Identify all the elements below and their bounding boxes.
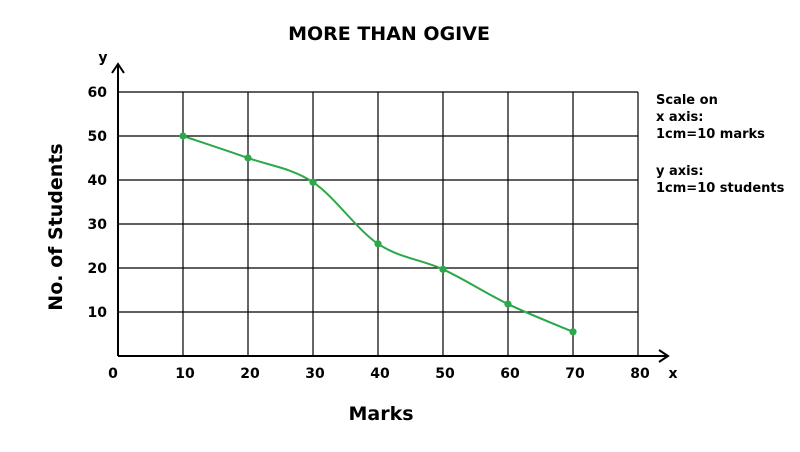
- scale-note: Scale on x axis: 1cm=10 marks y axis: 1c…: [656, 93, 785, 196]
- y-axis-title: No. of Students: [45, 143, 67, 310]
- y-tick-label: 40: [88, 173, 108, 189]
- scale-note-line: y axis:: [656, 164, 704, 179]
- y-tick-label: 20: [88, 261, 108, 277]
- tick-labels: 10 20 30 40 50 60 70 80 10 20 30 40 50 60: [88, 85, 650, 382]
- scale-note-line: Scale on: [656, 93, 718, 108]
- x-tick-label: 40: [370, 366, 390, 382]
- scale-note-line: 1cm=10 marks: [656, 127, 765, 142]
- x-tick-label: 10: [175, 366, 195, 382]
- x-tick-label: 70: [565, 366, 585, 382]
- y-tick-label: 30: [88, 217, 108, 233]
- origin-label: 0: [108, 366, 118, 382]
- grid: [118, 91, 639, 356]
- y-tick-label: 60: [88, 85, 108, 101]
- chart-title: MORE THAN OGIVE: [288, 23, 490, 45]
- data-point: [309, 178, 317, 186]
- x-axis-arrowhead: [658, 349, 670, 363]
- scale-note-line: x axis:: [656, 110, 703, 125]
- series-more-than-ogive: [179, 132, 577, 336]
- data-point: [569, 328, 577, 336]
- x-tick-label: 20: [240, 366, 260, 382]
- data-point: [179, 132, 187, 140]
- y-tick-label: 50: [88, 129, 108, 145]
- data-point: [374, 240, 382, 248]
- x-tick-label: 60: [500, 366, 520, 382]
- x-axis-title: Marks: [348, 403, 413, 425]
- y-axis-arrowhead: [111, 62, 125, 74]
- data-point: [504, 300, 512, 308]
- x-axis-letter: x: [668, 366, 677, 382]
- data-point: [244, 154, 252, 162]
- scale-note-line: 1cm=10 students: [656, 181, 785, 196]
- x-tick-label: 80: [630, 366, 650, 382]
- x-tick-label: 30: [305, 366, 325, 382]
- y-tick-label: 10: [88, 305, 108, 321]
- y-axis-letter: y: [98, 50, 107, 66]
- data-point: [439, 265, 447, 273]
- axes: [111, 62, 670, 363]
- x-tick-label: 50: [435, 366, 455, 382]
